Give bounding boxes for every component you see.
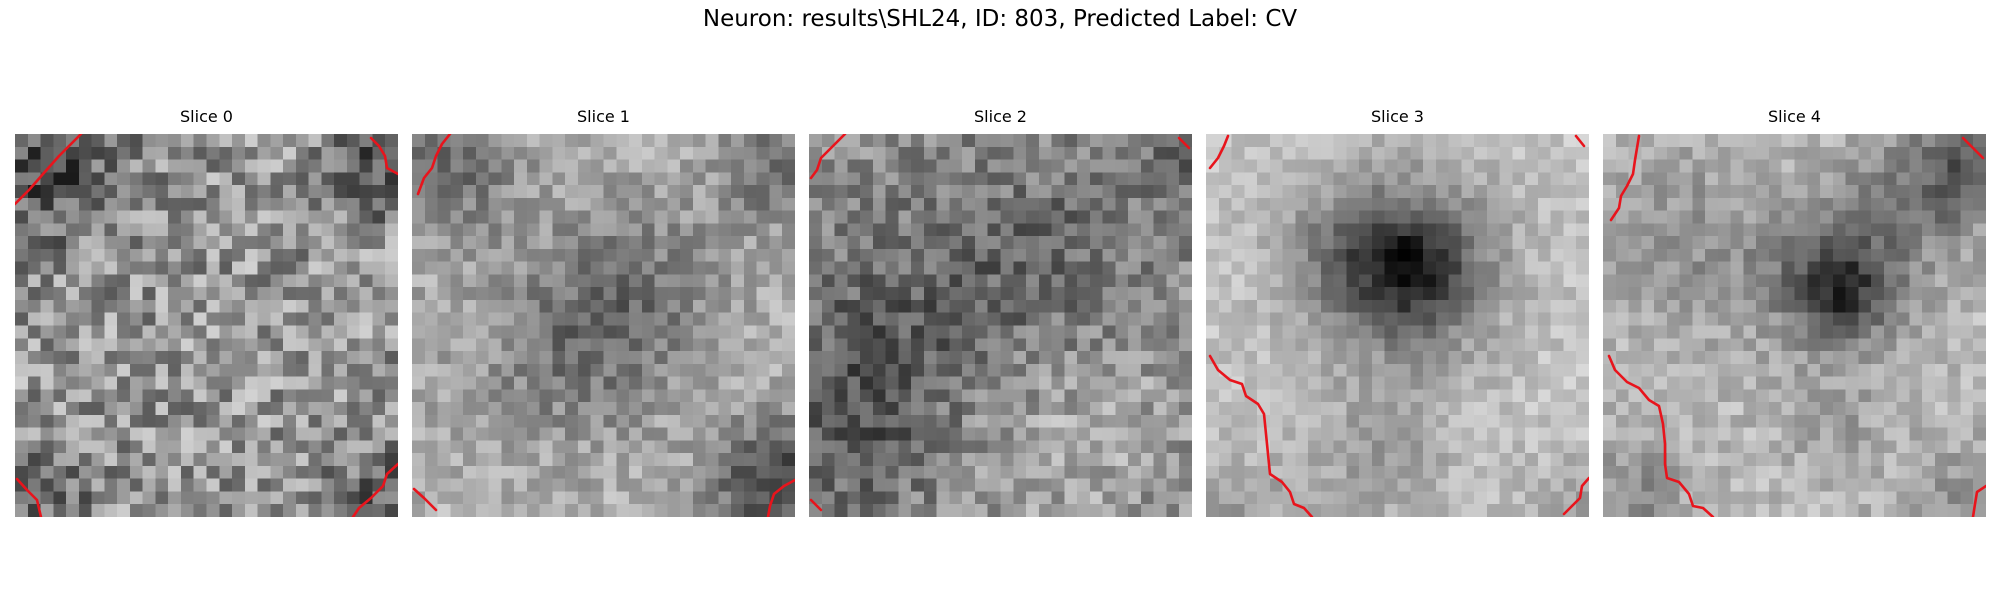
slice-contours-0: [15, 134, 398, 517]
slice-image-3: [1206, 134, 1589, 517]
slice-image-2: [809, 134, 1192, 517]
slice-panel-2: Slice 2: [809, 107, 1192, 517]
contour-line: [1971, 484, 1986, 517]
slice-panel-0: Slice 0: [15, 107, 398, 517]
slice-contours-1: [412, 134, 795, 517]
contour-line: [1177, 136, 1191, 150]
slice-panel-4: Slice 4: [1603, 107, 1986, 517]
contour-line: [369, 136, 398, 176]
contour-line: [15, 134, 83, 206]
contour-line: [351, 462, 398, 517]
slice-image-1: [412, 134, 795, 517]
slice-title-4: Slice 4: [1768, 107, 1821, 126]
slice-title-0: Slice 0: [180, 107, 233, 126]
contour-line: [1609, 134, 1641, 222]
contour-line: [416, 134, 452, 196]
slice-title-1: Slice 1: [577, 107, 630, 126]
slice-panel-3: Slice 3: [1206, 107, 1589, 517]
contour-line: [1562, 476, 1589, 516]
contour-line: [766, 478, 795, 517]
slice-image-0: [15, 134, 398, 517]
slice-title-2: Slice 2: [974, 107, 1027, 126]
slice-image-4: [1603, 134, 1986, 517]
contour-line: [809, 498, 823, 512]
contour-line: [1208, 354, 1314, 517]
contour-line: [1961, 136, 1985, 160]
slice-contours-2: [809, 134, 1191, 512]
contour-line: [15, 477, 43, 517]
contour-line: [1208, 134, 1230, 170]
contour-line: [1607, 354, 1715, 517]
slice-panel-1: Slice 1: [412, 107, 795, 517]
figure-title: Neuron: results\SHL24, ID: 803, Predicte…: [702, 6, 1298, 32]
slice-contours-3: [1208, 134, 1589, 517]
slice-contours-4: [1607, 134, 1986, 517]
contour-line: [809, 134, 847, 180]
slice-title-3: Slice 3: [1371, 107, 1424, 126]
contour-line: [1574, 134, 1586, 148]
contour-line: [412, 487, 438, 512]
